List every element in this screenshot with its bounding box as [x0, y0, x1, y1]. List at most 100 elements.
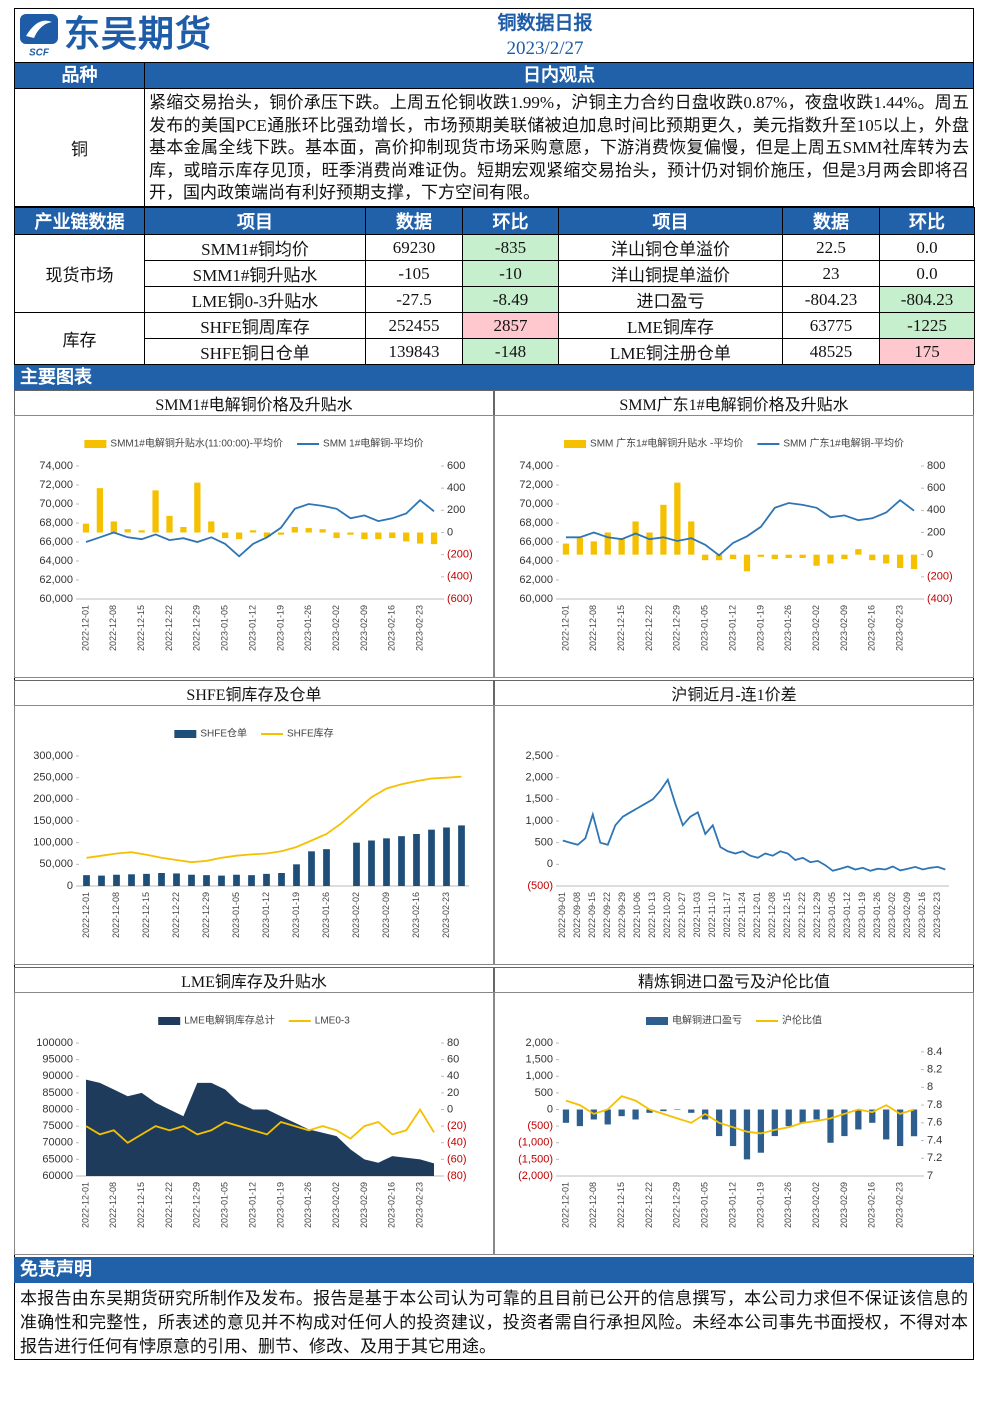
x-tick-label: 2022-12-01	[752, 892, 762, 938]
legend: 电解铜进口盈亏 沪伦比值	[646, 1014, 822, 1027]
bar	[277, 532, 285, 535]
bar	[604, 532, 611, 555]
y-tick-label: 2,000	[525, 1037, 553, 1049]
group-name: 现货市场	[14, 234, 145, 313]
x-tick-label: 2022-12-22	[171, 892, 181, 938]
bar	[562, 543, 570, 555]
y2-tick-label: 600	[927, 482, 945, 494]
legend-label: SMM 1#电解铜-平均价	[323, 437, 424, 450]
bar	[233, 874, 240, 886]
x-tick-label: 2022-12-22	[644, 1182, 654, 1228]
bar	[715, 554, 723, 561]
x-tick-label: 2023-02-02	[887, 892, 897, 938]
bar	[743, 554, 751, 572]
y2-tick-label: (200)	[927, 571, 953, 583]
x-tick-label: 2023-01-19	[755, 605, 765, 651]
y2-tick-label: 400	[927, 504, 945, 516]
x-tick-label: 2022-11-24	[737, 892, 747, 937]
bar	[896, 1109, 904, 1147]
x-tick-label: 2023-01-12	[261, 892, 271, 938]
x-tick-label: 2023-02-09	[839, 605, 849, 651]
bar	[785, 554, 792, 558]
y-tick-label: 74,000	[39, 460, 73, 472]
x-tick-label: 2022-09-01	[557, 892, 567, 938]
bar	[308, 851, 315, 886]
y-tick-label: 68,000	[39, 517, 73, 529]
x-tick-label: 2023-02-23	[894, 1182, 904, 1228]
x-tick-label: 2023-01-12	[842, 892, 852, 938]
legend: SMM 广东1#电解铜升贴水 -平均价 SMM 广东1#电解铜-平均价	[564, 437, 904, 450]
x-tick-label: 2023-01-12	[727, 1182, 737, 1228]
y-tick-label: 70,000	[39, 498, 73, 510]
bar	[632, 1109, 639, 1120]
x-tick-label: 2023-02-16	[411, 892, 421, 938]
x-tick-label: 2022-09-29	[617, 892, 627, 938]
x-tick-label: 2022-12-29	[201, 892, 211, 938]
bar	[729, 554, 737, 560]
chart-box: 0 50,000 100,000 150,000 200,000 250,000 300,0…	[14, 705, 494, 965]
y2-tick-label: 8.2	[927, 1064, 942, 1076]
y-tick-label: 0	[547, 858, 553, 870]
x-tick-label: 2023-02-23	[414, 1182, 424, 1228]
data-cell: -105	[365, 260, 463, 287]
legend-swatch	[646, 1017, 668, 1025]
bar	[896, 554, 904, 568]
x-tick-label: 2022-12-08	[108, 605, 118, 651]
data-cell: SMM1#铜均价	[144, 234, 366, 261]
area	[86, 1079, 434, 1176]
bar	[158, 873, 165, 886]
y-tick-label: 64,000	[39, 555, 73, 567]
data-row: LME铜0-3升贴水 -27.5 -8.49 进口盈亏 -804.23 -804.23	[15, 286, 975, 313]
chart-title: SMM1#电解铜价格及升贴水	[14, 390, 494, 416]
data-cell: LME铜库存	[558, 312, 783, 339]
x-tick-label: 2022-12-15	[782, 892, 792, 938]
y2-tick-label: (80)	[447, 1170, 467, 1182]
y-tick-label: 100,000	[33, 837, 73, 849]
y-tick-label: 2,500	[525, 750, 553, 762]
header-cell: 环比	[462, 207, 559, 235]
y2-tick-label: 20	[447, 1087, 459, 1099]
x-tick-label: 2022-12-08	[108, 1182, 118, 1228]
x-tick-label: 2022-12-01	[560, 1182, 570, 1228]
y-tick-label: (2,000)	[518, 1170, 553, 1182]
chart-title: 沪铜近月-连1价差	[494, 680, 974, 706]
logo-text: 东吴期货	[64, 14, 213, 55]
header-cell: 产业链数据	[14, 207, 145, 235]
y2-tick-label: 7.4	[927, 1134, 942, 1146]
header-row: 产业链数据 项目 数据 环比 项目 数据 环比	[14, 207, 975, 235]
bar	[813, 554, 820, 566]
x-tick-label: 2023-02-23	[932, 892, 942, 938]
y2-tick-label: 7.6	[927, 1117, 942, 1129]
logo-sub: SCF	[29, 48, 50, 59]
y-tick-label: 74,000	[519, 460, 553, 472]
header-cell: 数据	[365, 207, 463, 235]
bar	[208, 521, 215, 533]
x-tick-label: 2023-01-12	[247, 1182, 257, 1228]
bar	[688, 1109, 695, 1113]
bar	[910, 1109, 918, 1137]
header-cell: 环比	[879, 207, 975, 235]
x-tick-label: 2022-12-08	[588, 1182, 598, 1228]
x-tick-label: 2023-01-26	[303, 1182, 313, 1228]
y2-tick-label: (400)	[447, 571, 473, 583]
y-tick-label: 66,000	[519, 536, 553, 548]
band-label: 品种	[14, 62, 145, 89]
y2-tick-label: 600	[447, 460, 465, 472]
bar	[361, 532, 368, 540]
y2-tick-label: (60)	[447, 1153, 467, 1165]
bar	[883, 554, 890, 564]
x-tick-label: 2022-12-15	[136, 1182, 146, 1228]
y2-tick-label: (20)	[447, 1120, 467, 1132]
x-tick-label: 2022-12-01	[560, 605, 570, 651]
x-tick-label: 2022-12-08	[767, 892, 777, 938]
x-tick-label: 2023-01-12	[727, 605, 737, 651]
x-tick-label: 2023-01-19	[755, 1182, 765, 1228]
bar	[674, 482, 681, 555]
bar	[855, 549, 862, 555]
y2-tick-label: 400	[447, 482, 465, 494]
x-tick-label: 2022-10-20	[662, 892, 672, 938]
x-tick-label: 2022-11-03	[692, 892, 702, 937]
bar	[910, 554, 918, 570]
data-cell: SHFE铜周库存	[144, 312, 366, 339]
x-tick-label: 2022-12-01	[80, 605, 90, 651]
